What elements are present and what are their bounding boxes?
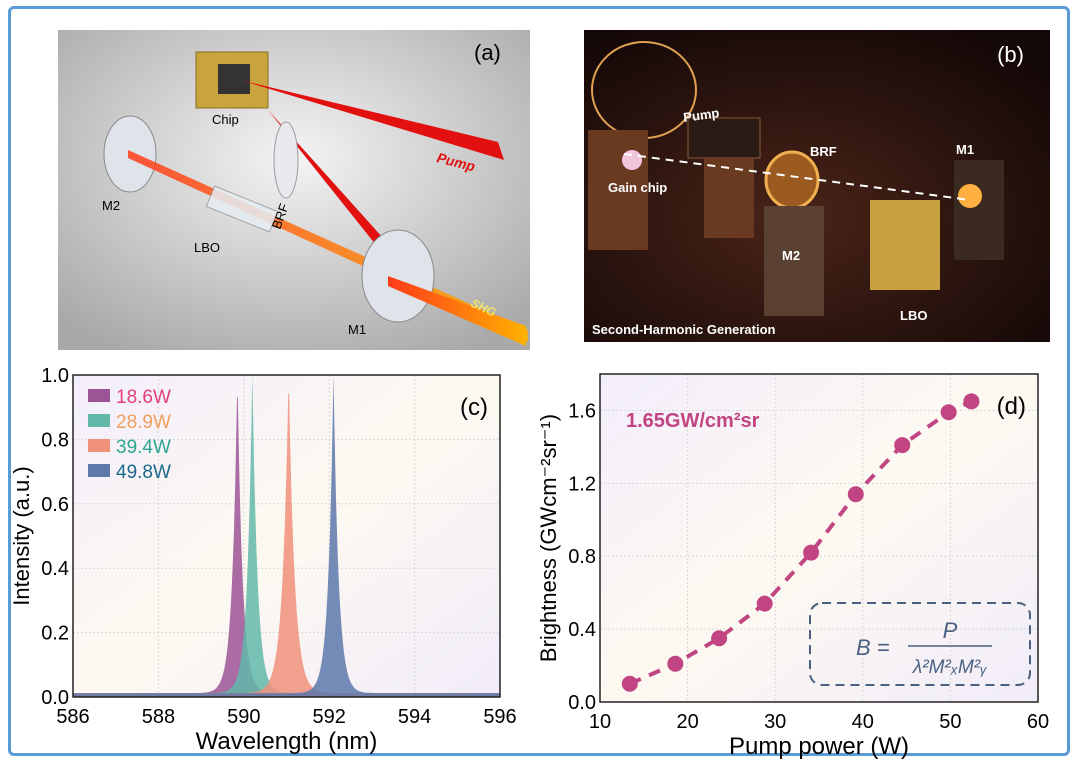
legend-swatch [88, 414, 110, 427]
legend-swatch [88, 439, 110, 452]
panel-b-photo: (b) Pump BRF M1 Gain chip M2 LBO Second-… [584, 30, 1050, 342]
spectrum-series-39.4W [73, 393, 500, 697]
label-chip: Chip [212, 112, 239, 127]
data-point [847, 486, 864, 503]
x-tick-label: 592 [313, 706, 346, 728]
panel-label-a: (a) [474, 40, 501, 65]
data-point [963, 393, 980, 410]
x-tick-label: 594 [398, 706, 431, 728]
label-m1-b: M1 [956, 142, 974, 157]
label-pump-b: Pump [682, 105, 720, 125]
panel-label: (d) [997, 393, 1026, 420]
pump-beam [240, 80, 504, 160]
lbo-crystal-icon [205, 185, 279, 233]
label-m2-b: M2 [782, 248, 800, 263]
formula-denominator: λ²M²ₓM²ᵧ [912, 657, 987, 678]
y-tick-label: 0.2 [41, 623, 69, 645]
x-tick-label: 596 [483, 706, 516, 728]
x-axis-label: Wavelength (nm) [196, 728, 378, 755]
chip-icon [195, 51, 269, 109]
data-point [756, 595, 773, 612]
brightness-chart: 10 20 30 40 50 60 0.0 0.4 0.8 1.2 1.6 Pump power (W… [536, 373, 1049, 760]
y-tick-label: 1.6 [568, 400, 596, 422]
formula-lhs: B = [856, 635, 890, 660]
legend-label: 18.6W [116, 387, 171, 408]
x-tick-label: 10 [589, 711, 611, 733]
y-tick-label: 0.6 [41, 494, 69, 516]
y-tick-label: 1.0 [41, 365, 69, 387]
panel-label-b: (b) [997, 42, 1024, 67]
data-point [803, 544, 820, 561]
y-tick-label: 1.2 [568, 473, 596, 495]
data-point [621, 675, 638, 692]
legend-label: 49.8W [116, 462, 171, 483]
x-axis-label: Pump power (W) [729, 733, 909, 760]
label-lbo-b: LBO [900, 308, 927, 323]
plot-frame [599, 373, 1039, 703]
formula-box [809, 602, 1031, 686]
m1-mirror-icon [361, 229, 435, 323]
x-tick-label: 586 [56, 706, 89, 728]
y-tick-label: 0.0 [41, 687, 69, 709]
label-gain-chip: Gain chip [608, 180, 667, 195]
y-tick-label: 0.8 [41, 429, 69, 451]
legend-label: 28.9W [116, 412, 171, 433]
caption-shg: Second-Harmonic Generation [592, 322, 776, 337]
spectrum-chart: 586 588 590 592 594 596 0.0 0.2 0.4 0.6 0.8 1.0 Wave… [9, 365, 517, 755]
brf-plate-icon [273, 121, 299, 199]
data-point [711, 630, 728, 647]
y-tick-label: 0.4 [568, 619, 596, 641]
panel-a-schematic: (a) Chip Pump BRF M2 LBO M1 SHG [58, 30, 530, 350]
plot-background [600, 374, 1038, 702]
y-axis-label: Intensity (a.u.) [9, 466, 34, 605]
y-tick-label: 0.8 [568, 546, 596, 568]
x-tick-label: 590 [227, 706, 260, 728]
legend-label: 39.4W [116, 437, 171, 458]
legend-swatch [88, 389, 110, 402]
legend-swatch [88, 464, 110, 477]
x-tick-label: 40 [852, 711, 874, 733]
x-tick-label: 50 [939, 711, 961, 733]
label-lbo: LBO [194, 240, 220, 255]
data-point [894, 437, 911, 454]
brightness-annotation: 1.65GW/cm²sr [626, 410, 760, 432]
label-brf-b: BRF [810, 144, 837, 159]
y-axis-label: Brightness (GWcm⁻²sr⁻¹) [536, 414, 561, 662]
label-m2: M2 [102, 198, 120, 213]
x-tick-label: 20 [676, 711, 698, 733]
data-point [667, 655, 684, 672]
plot-frame [72, 374, 501, 698]
label-m1: M1 [348, 322, 366, 337]
y-tick-label: 0.4 [41, 558, 69, 580]
data-point [940, 404, 957, 421]
trend-line [628, 399, 973, 686]
y-tick-label: 0.0 [568, 692, 596, 714]
x-tick-label: 588 [142, 706, 175, 728]
formula-numerator: P [943, 618, 958, 643]
x-tick-label: 30 [764, 711, 786, 733]
panel-label: (c) [460, 394, 488, 421]
x-tick-label: 60 [1027, 711, 1049, 733]
